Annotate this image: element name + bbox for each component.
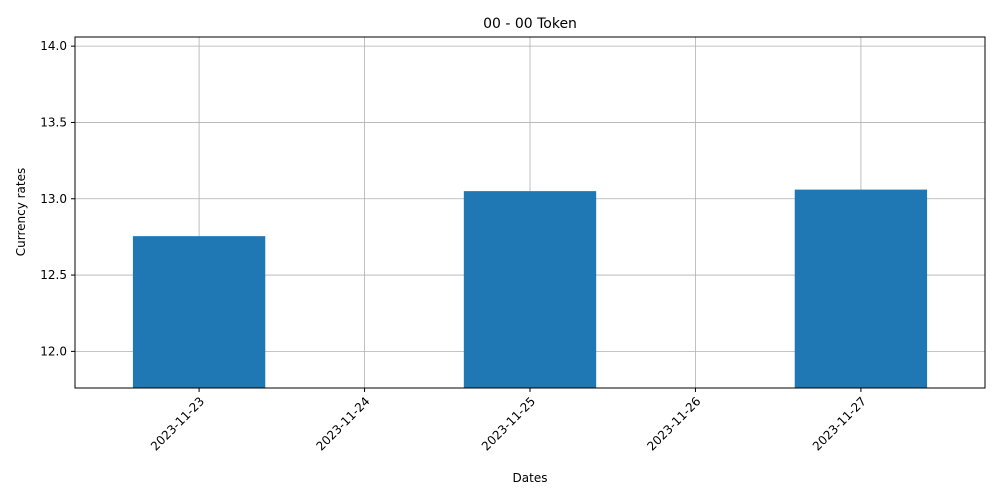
y-tick-label: 13.5: [40, 115, 67, 129]
y-tick-label: 13.0: [40, 192, 67, 206]
x-tick-label: 2023-11-25: [479, 394, 538, 453]
bar-2023-11-23: [132, 236, 266, 388]
bar-2023-11-25: [463, 191, 597, 388]
y-tick-label: 12.5: [40, 268, 67, 282]
bars: [132, 189, 928, 388]
x-axis-ticks: 2023-11-23 2023-11-24 2023-11-25 2023-11-26…: [148, 388, 869, 453]
x-tick-label: 2023-11-26: [644, 394, 703, 453]
y-axis-ticks: 12.0 12.5 13.0 13.5 14.0: [40, 39, 75, 358]
chart-title: 00 - 00 Token: [483, 16, 577, 32]
y-axis-title: Currency rates: [14, 168, 28, 257]
x-tick-label: 2023-11-27: [810, 394, 869, 453]
bar-2023-11-27: [794, 189, 928, 388]
y-tick-label: 14.0: [40, 39, 67, 53]
x-tick-label: 2023-11-23: [148, 394, 207, 453]
x-axis-title: Dates: [513, 471, 548, 485]
y-tick-label: 12.0: [40, 344, 67, 358]
x-tick-label: 2023-11-24: [313, 394, 372, 453]
